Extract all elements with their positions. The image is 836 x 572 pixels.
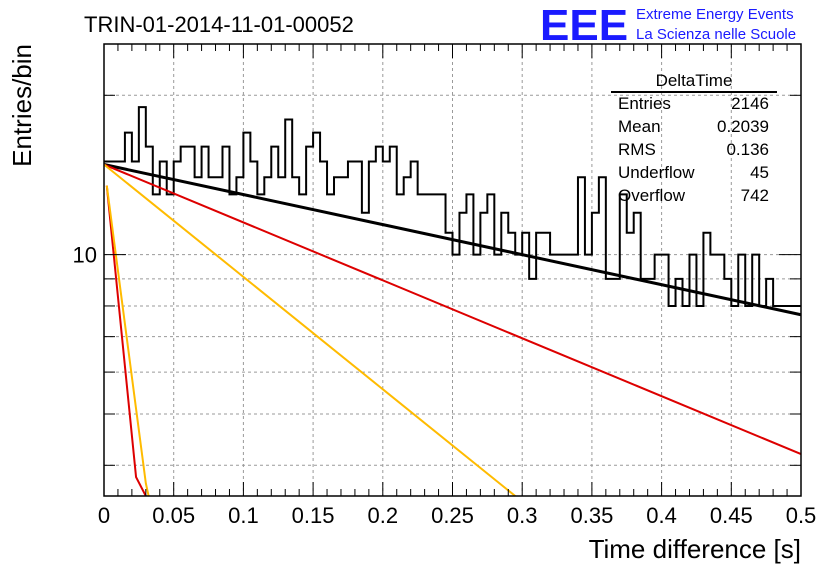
logo-line-2: La Scienza nelle Scuole <box>636 26 796 43</box>
histogram <box>104 106 801 307</box>
x-tick-label: 0.05 <box>152 503 195 528</box>
x-tick-label: 0.5 <box>786 503 817 528</box>
stats-value: 45 <box>750 163 769 182</box>
y-axis-title: Entries/bin <box>7 44 37 167</box>
stats-box: DeltaTime Entries 2146 Mean 0.2039 RMS 0.136 U… <box>611 71 777 205</box>
plot-frame <box>103 43 802 497</box>
logo-line-1: Extreme Energy Events <box>636 6 794 23</box>
x-tick-label: 0.25 <box>431 503 474 528</box>
eee-logo: EEE <box>540 1 628 50</box>
x-tick-label: 0.2 <box>368 503 399 528</box>
fit-curves <box>103 163 802 497</box>
stats-title: DeltaTime <box>656 71 733 90</box>
stats-value: 0.2039 <box>717 117 769 136</box>
stats-label: RMS <box>618 140 656 159</box>
x-tick-label: 0.4 <box>646 503 677 528</box>
fit-curve <box>105 185 147 497</box>
x-axis-title: Time difference [s] <box>589 534 801 564</box>
x-tick-labels: 0 0.05 0.1 0.15 0.2 0.25 0.3 0.35 0.4 0.45 0.5 <box>98 503 816 528</box>
x-tick-label: 0.45 <box>710 503 753 528</box>
histogram-outline <box>104 106 801 307</box>
y-tick-label: 10 <box>73 243 97 268</box>
y-tick-labels: 10 <box>73 243 97 268</box>
stats-label: Entries <box>618 94 671 113</box>
stats-label: Overflow <box>618 186 686 205</box>
fit-curve <box>103 163 802 456</box>
fit-curve <box>103 163 516 497</box>
stats-label: Underflow <box>618 163 695 182</box>
stats-value: 2146 <box>731 94 769 113</box>
stats-value: 742 <box>741 186 769 205</box>
fit-curve <box>105 185 150 497</box>
stats-label: Mean <box>618 117 661 136</box>
x-tick-label: 0.35 <box>570 503 613 528</box>
stats-value: 0.136 <box>726 140 769 159</box>
chart-title: TRIN-01-2014-11-01-00052 <box>84 12 354 37</box>
x-tick-label: 0.3 <box>507 503 538 528</box>
x-tick-label: 0.15 <box>292 503 335 528</box>
x-tick-label: 0 <box>98 503 110 528</box>
x-tick-label: 0.1 <box>228 503 259 528</box>
fit-curve <box>103 163 802 317</box>
